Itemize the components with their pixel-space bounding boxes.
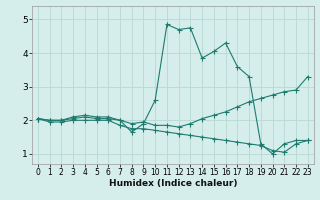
X-axis label: Humidex (Indice chaleur): Humidex (Indice chaleur) <box>108 179 237 188</box>
